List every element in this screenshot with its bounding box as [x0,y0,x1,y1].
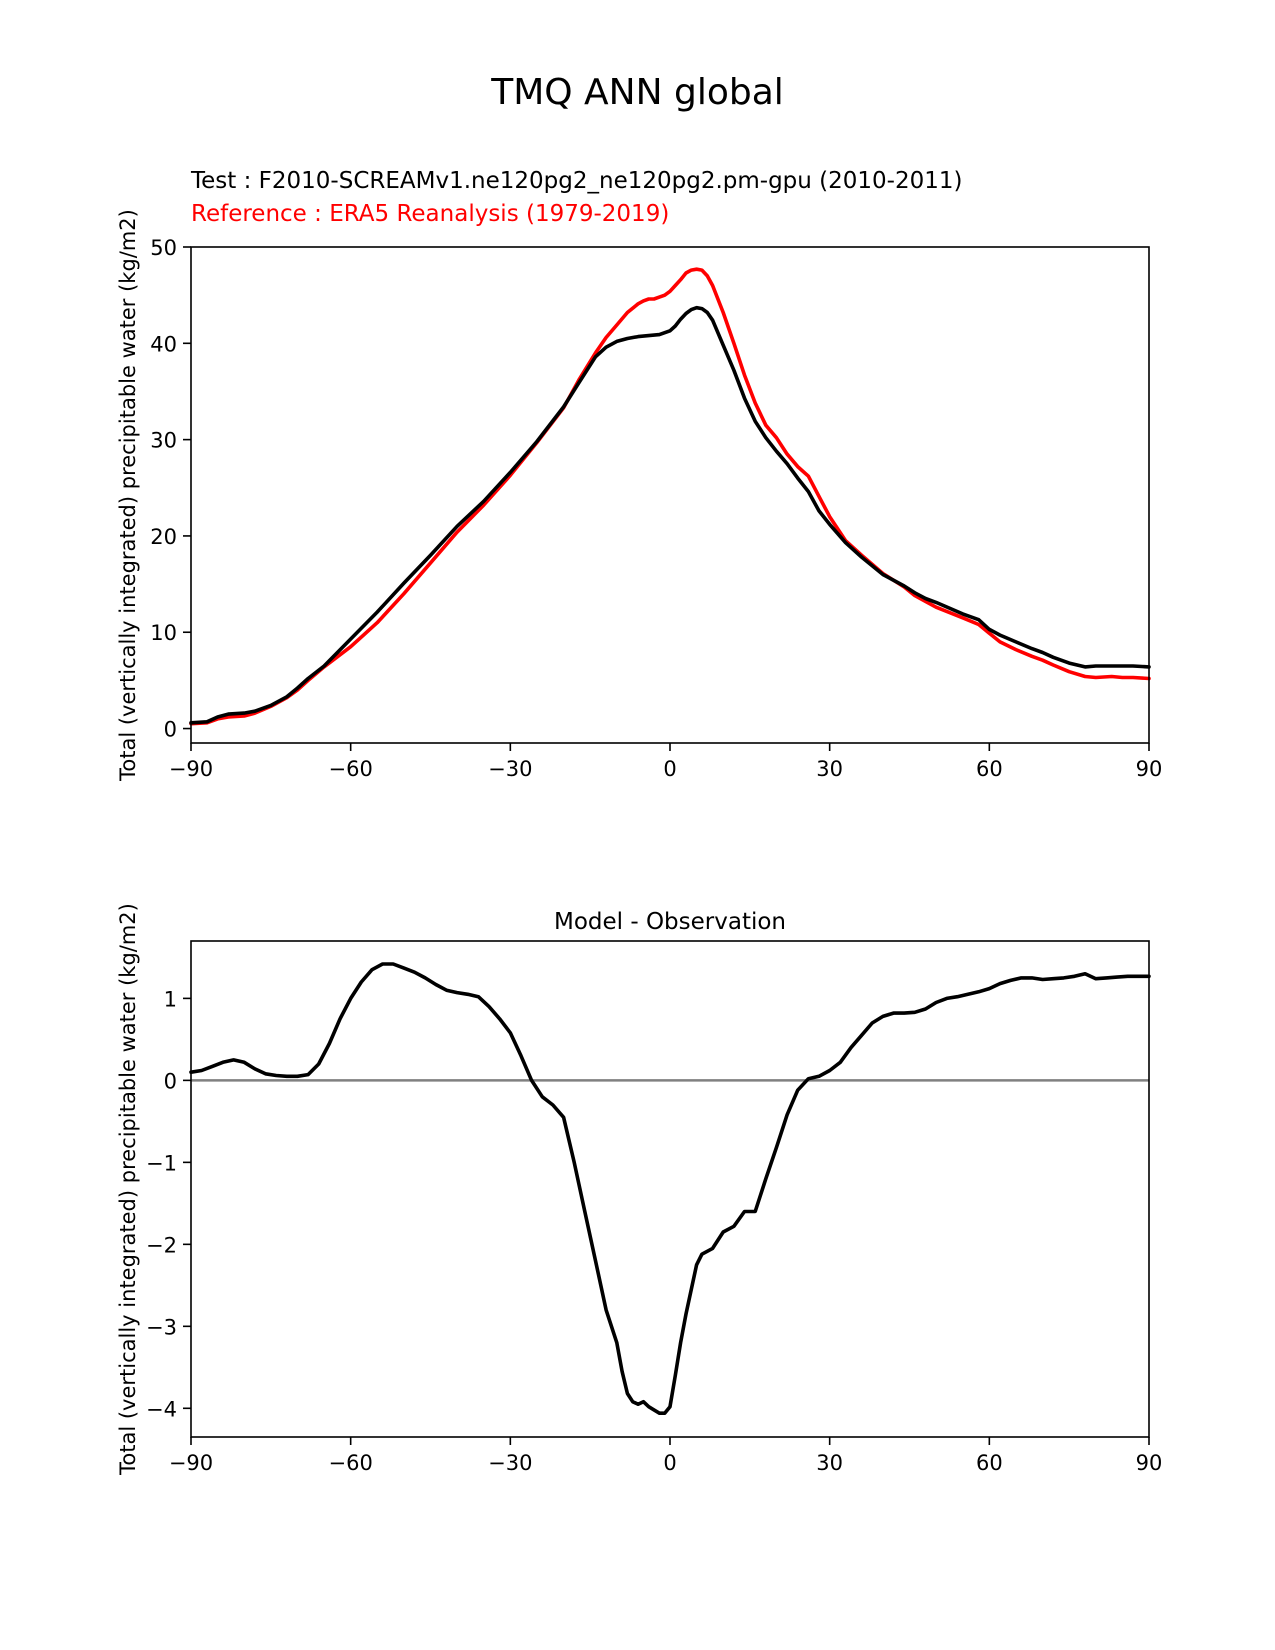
x-tick-label: 60 [976,757,1003,781]
y-tick-label: 20 [150,525,177,549]
y-tick-label: −2 [146,1233,177,1257]
y-axis-label: Total (vertically integrated) precipitab… [116,209,140,782]
x-tick-label: 60 [976,1451,1003,1475]
x-tick-label: −60 [329,1451,373,1475]
y-axis-label: Total (vertically integrated) precipitab… [116,903,140,1476]
test-label: Test : F2010-SCREAMv1.ne120pg2_ne120pg2.… [190,168,962,194]
y-tick-label: 40 [150,332,177,356]
y-tick-label: 10 [150,621,177,645]
x-tick-label: 30 [816,1451,843,1475]
x-tick-label: 0 [663,1451,676,1475]
x-tick-label: −30 [488,1451,532,1475]
y-tick-label: 30 [150,429,177,453]
x-tick-label: −30 [488,757,532,781]
series-line-ref [189,267,1151,726]
subplot-title: Model - Observation [554,909,786,935]
figure-title: TMQ ANN global [491,72,784,113]
x-tick-label: −90 [169,1451,213,1475]
x-tick-label: −90 [169,757,213,781]
y-tick-label: 0 [164,718,177,742]
series-line-test [189,305,1151,725]
x-tick-label: −60 [329,757,373,781]
y-tick-label: −3 [146,1315,177,1339]
y-tick-label: 50 [150,236,177,260]
x-tick-label: 0 [663,757,676,781]
axes-frame [190,246,1150,744]
y-tick-label: 1 [164,987,177,1011]
y-tick-label: −4 [146,1397,177,1421]
reference-label: Reference : ERA5 Reanalysis (1979-2019) [191,201,669,227]
axes-frame [190,940,1150,1438]
x-tick-label: 90 [1136,1451,1163,1475]
y-tick-label: 0 [164,1069,177,1093]
y-tick-label: −1 [146,1151,177,1175]
x-tick-label: 30 [816,757,843,781]
series-line-diff [189,962,1151,1415]
x-tick-label: 90 [1136,757,1163,781]
